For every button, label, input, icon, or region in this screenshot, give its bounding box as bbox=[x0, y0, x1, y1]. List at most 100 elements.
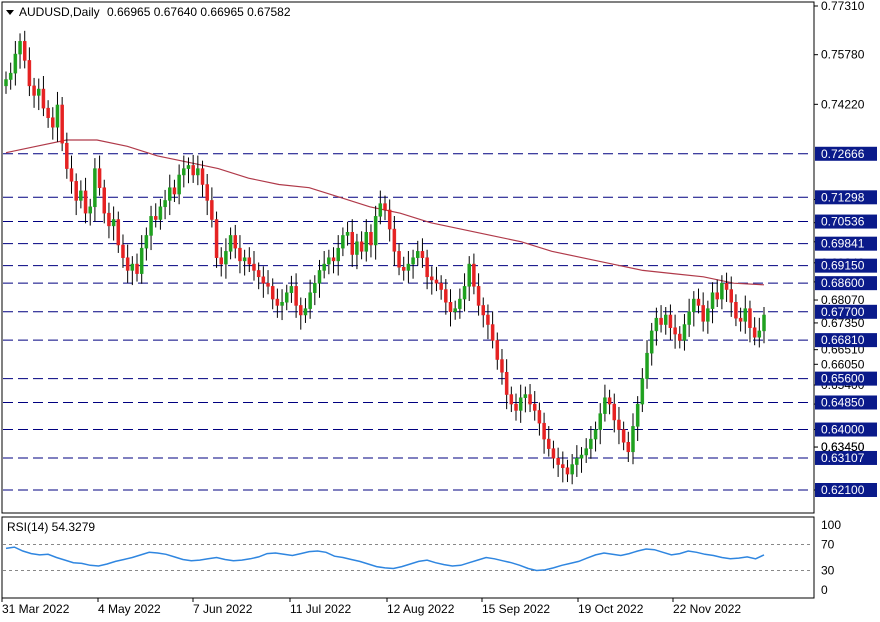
candle-body bbox=[331, 257, 336, 262]
candle-body bbox=[51, 117, 55, 128]
candle-body bbox=[205, 184, 209, 201]
candle-body bbox=[729, 289, 733, 303]
candle-body bbox=[27, 60, 32, 87]
candle-body bbox=[724, 282, 729, 290]
candle-body bbox=[219, 257, 223, 265]
candle-body bbox=[462, 286, 467, 300]
candle-body bbox=[289, 286, 294, 293]
candle-body bbox=[645, 352, 649, 379]
candle-body bbox=[97, 168, 102, 188]
level-label: 0.62100 bbox=[821, 483, 865, 497]
level-label-box bbox=[815, 333, 877, 348]
candle-body bbox=[172, 187, 177, 195]
candle-body bbox=[547, 438, 551, 449]
candle-body bbox=[18, 41, 22, 55]
candle-body bbox=[270, 286, 275, 300]
candle-body bbox=[182, 168, 186, 176]
candle-body bbox=[411, 257, 415, 265]
candle-body bbox=[191, 165, 195, 176]
dropdown-triangle-icon[interactable] bbox=[6, 10, 14, 15]
candle-body bbox=[565, 467, 570, 475]
price-tick-label: 0.63450 bbox=[821, 440, 865, 454]
candle-body bbox=[748, 308, 752, 328]
candle-body bbox=[121, 244, 125, 258]
candle-body bbox=[663, 314, 668, 325]
rsi-tick-label: 100 bbox=[821, 518, 841, 532]
candle-body bbox=[626, 442, 631, 453]
candle-body bbox=[69, 168, 74, 182]
candle-body bbox=[60, 104, 64, 144]
candle-body bbox=[696, 298, 701, 306]
candle-body bbox=[359, 241, 364, 252]
candle-body bbox=[313, 282, 317, 293]
candle-body bbox=[294, 286, 298, 306]
candle-body bbox=[706, 308, 710, 322]
candle-body bbox=[139, 247, 144, 274]
level-label-box bbox=[815, 483, 877, 497]
candle-body bbox=[266, 282, 270, 287]
candle-body bbox=[575, 457, 579, 465]
level-label-box bbox=[815, 214, 877, 229]
candle-body bbox=[668, 314, 673, 328]
candle-body bbox=[46, 107, 50, 118]
time-tick-label: 7 Jun 2022 bbox=[193, 602, 253, 616]
price-axis: 0.77310 0.75780 0.74220 0.63450 0.62100 0.712… bbox=[814, 0, 877, 497]
level-label-box bbox=[815, 190, 877, 205]
candle-body bbox=[551, 448, 556, 459]
level-label-box bbox=[815, 304, 877, 319]
candle-body bbox=[196, 168, 200, 176]
candle-body bbox=[654, 317, 659, 332]
rsi-tick-label: 0 bbox=[821, 583, 828, 597]
candle-body bbox=[486, 314, 490, 325]
candle-body bbox=[13, 53, 18, 74]
candle-body bbox=[762, 314, 766, 332]
candle-body bbox=[369, 231, 373, 246]
level-label-box bbox=[815, 450, 877, 465]
candle-body bbox=[659, 317, 663, 325]
time-tick-label: 31 Mar 2022 bbox=[2, 602, 70, 616]
candle-body bbox=[261, 276, 266, 284]
candle-body bbox=[247, 257, 252, 265]
candle-body bbox=[210, 200, 214, 220]
horizontal-levels bbox=[3, 153, 813, 491]
level-label: 0.65600 bbox=[821, 372, 865, 386]
chart-symbol: AUDUSD,Daily bbox=[19, 5, 100, 19]
candle-body bbox=[214, 219, 219, 258]
price-tick-label: 0.66050 bbox=[821, 357, 865, 371]
candle-body bbox=[518, 397, 523, 411]
candle-body bbox=[41, 88, 46, 109]
candle-body bbox=[233, 235, 238, 249]
candle-body bbox=[303, 308, 308, 316]
candle-body bbox=[355, 241, 359, 255]
candle-body bbox=[74, 181, 78, 201]
candle-body bbox=[275, 298, 280, 306]
candle-body bbox=[93, 168, 97, 208]
candle-body bbox=[710, 292, 715, 309]
candle-body bbox=[542, 422, 546, 440]
candle-body bbox=[168, 187, 172, 201]
candle-body bbox=[561, 464, 565, 468]
candle-body bbox=[111, 219, 116, 227]
candle-body bbox=[472, 263, 476, 287]
rsi-line bbox=[5, 546, 765, 572]
candle-body bbox=[444, 289, 448, 303]
level-label: 0.69841 bbox=[821, 237, 865, 251]
time-tick-label: 19 Oct 2022 bbox=[578, 602, 644, 616]
candle-body bbox=[757, 330, 762, 338]
time-tick-label: 12 Aug 2022 bbox=[387, 602, 455, 616]
candle-body bbox=[130, 263, 135, 271]
candle-body bbox=[514, 403, 518, 411]
candle-body bbox=[299, 305, 303, 316]
level-label: 0.68600 bbox=[821, 276, 865, 290]
candle-body bbox=[715, 292, 719, 300]
level-label: 0.66810 bbox=[821, 333, 865, 347]
time-tick-label: 11 Jul 2022 bbox=[290, 602, 351, 616]
level-label: 0.64850 bbox=[821, 395, 865, 409]
candle-body bbox=[678, 333, 682, 341]
candle-body bbox=[284, 292, 289, 303]
candle-body bbox=[738, 317, 743, 322]
candle-body bbox=[453, 308, 457, 313]
candle-body bbox=[387, 209, 392, 230]
candle-body bbox=[55, 104, 60, 128]
level-label: 0.70536 bbox=[821, 215, 865, 229]
